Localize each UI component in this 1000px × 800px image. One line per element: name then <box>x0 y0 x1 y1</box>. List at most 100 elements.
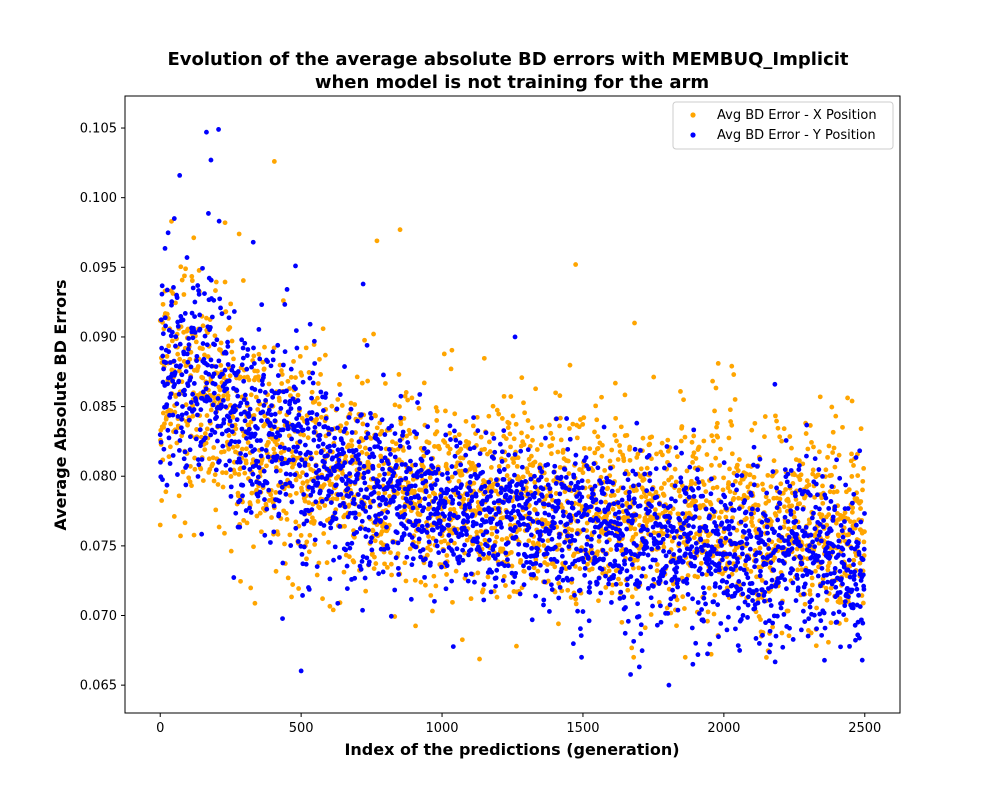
data-point <box>557 423 562 429</box>
data-point <box>731 372 737 377</box>
data-point <box>851 577 857 582</box>
data-point <box>300 480 306 486</box>
data-point <box>447 511 453 517</box>
data-point <box>279 455 285 461</box>
data-point <box>280 298 286 304</box>
data-point <box>572 538 578 543</box>
data-point <box>393 462 399 468</box>
data-point <box>595 434 601 440</box>
data-point <box>472 468 478 474</box>
data-point <box>786 552 792 557</box>
data-point <box>714 528 720 533</box>
data-point <box>536 498 542 503</box>
data-point <box>625 576 630 582</box>
data-point <box>664 444 670 449</box>
data-point <box>352 402 358 407</box>
data-point <box>194 358 199 364</box>
data-point <box>492 525 498 531</box>
data-point <box>586 618 592 624</box>
data-point <box>774 505 780 511</box>
data-point <box>843 482 849 488</box>
data-point <box>341 569 347 575</box>
data-point <box>276 498 282 504</box>
data-point <box>373 513 378 519</box>
data-point <box>696 444 702 450</box>
data-point <box>176 447 182 453</box>
data-point <box>515 481 520 487</box>
data-point <box>632 500 637 506</box>
data-point <box>174 295 180 301</box>
data-point <box>166 454 172 460</box>
data-point <box>410 556 416 562</box>
data-point <box>434 543 440 549</box>
data-point <box>161 366 167 372</box>
data-point <box>396 572 402 577</box>
data-point <box>186 342 192 348</box>
data-point <box>357 444 363 450</box>
data-point <box>842 603 848 609</box>
data-point <box>485 574 491 580</box>
data-point <box>362 575 368 581</box>
data-point <box>636 565 642 571</box>
data-point <box>827 560 832 566</box>
data-point <box>598 499 604 505</box>
data-point <box>352 510 358 516</box>
data-point <box>838 644 843 650</box>
data-point <box>748 569 754 574</box>
data-point <box>189 274 195 279</box>
data-point <box>542 579 548 585</box>
data-point <box>453 485 459 491</box>
data-point <box>701 618 706 624</box>
data-point <box>175 323 181 329</box>
data-point <box>180 317 186 323</box>
data-point <box>570 641 576 647</box>
data-point <box>453 568 459 574</box>
data-point <box>813 643 819 649</box>
data-point <box>663 553 669 559</box>
data-point <box>816 467 822 472</box>
data-point <box>157 432 163 438</box>
data-point <box>691 524 696 530</box>
data-point <box>315 475 321 481</box>
data-point <box>713 385 719 391</box>
data-point <box>501 574 507 579</box>
data-point <box>797 487 803 493</box>
data-point <box>853 637 858 643</box>
data-point <box>210 402 216 408</box>
data-point <box>679 450 684 456</box>
data-point <box>184 463 190 469</box>
data-point <box>789 503 795 509</box>
data-point <box>301 521 307 527</box>
data-point <box>287 492 293 498</box>
data-point <box>829 484 835 489</box>
data-point <box>756 592 761 598</box>
data-point <box>187 463 193 469</box>
data-point <box>280 616 285 622</box>
data-point <box>437 446 442 452</box>
data-point <box>350 457 355 463</box>
data-point <box>625 618 631 624</box>
data-point <box>182 449 188 455</box>
data-point <box>470 423 476 429</box>
data-point <box>846 487 852 492</box>
data-point <box>820 524 826 530</box>
data-point <box>241 465 247 471</box>
data-point <box>525 447 531 453</box>
data-point <box>501 428 507 433</box>
data-point <box>824 572 830 578</box>
data-point <box>704 572 710 577</box>
data-point <box>846 594 851 600</box>
data-point <box>314 564 320 570</box>
data-point <box>705 618 710 624</box>
data-point <box>172 382 178 387</box>
data-point <box>317 432 323 438</box>
data-point <box>727 489 733 494</box>
data-point <box>520 486 526 492</box>
data-point <box>322 503 328 508</box>
data-point <box>847 643 852 649</box>
data-point <box>729 582 735 588</box>
data-point <box>601 491 607 497</box>
data-point <box>237 459 243 465</box>
data-point <box>798 472 804 478</box>
data-point <box>186 336 192 341</box>
